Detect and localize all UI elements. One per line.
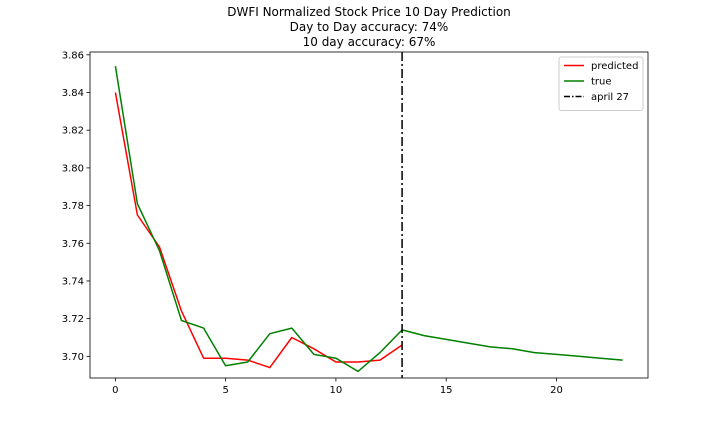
y-tick-label: 3.82 xyxy=(62,126,84,137)
x-axis: 0 5 10 15 20 xyxy=(112,378,563,396)
y-tick-label: 3.72 xyxy=(62,314,84,325)
y-tick-label: 3.78 xyxy=(62,201,84,212)
legend-label: april 27 xyxy=(591,92,629,103)
series-line-true xyxy=(114,65,623,373)
x-tick-label: 0 xyxy=(112,385,118,396)
y-tick-label: 3.76 xyxy=(62,239,84,250)
plot-frame xyxy=(89,51,649,379)
legend-label: predicted xyxy=(591,61,638,72)
title-line-1: Day to Day accuracy: 74% xyxy=(290,20,449,34)
x-tick-label: 20 xyxy=(550,385,563,396)
title-line-2: 10 day accuracy: 67% xyxy=(303,35,436,49)
legend-label: true xyxy=(591,77,612,88)
x-tick-label: 5 xyxy=(222,385,228,396)
plot-lines xyxy=(114,52,623,378)
x-tick-label: 15 xyxy=(440,385,453,396)
y-axis: 3.70 3.72 3.74 3.76 3.78 3.80 3.82 3.84 3.86 xyxy=(62,50,90,363)
y-tick-label: 3.80 xyxy=(62,163,84,174)
title-line-0: DWFI Normalized Stock Price 10 Day Predi… xyxy=(227,5,511,19)
y-tick-label: 3.70 xyxy=(62,352,84,363)
x-tick-label: 10 xyxy=(330,385,343,396)
y-tick-label: 3.86 xyxy=(62,50,84,61)
chart-title: DWFI Normalized Stock Price 10 Day Predi… xyxy=(227,5,511,49)
series-line-predicted xyxy=(114,92,403,369)
legend: predicted true april 27 xyxy=(558,56,644,111)
y-tick-label: 3.74 xyxy=(62,276,84,287)
y-tick-label: 3.84 xyxy=(62,88,84,99)
